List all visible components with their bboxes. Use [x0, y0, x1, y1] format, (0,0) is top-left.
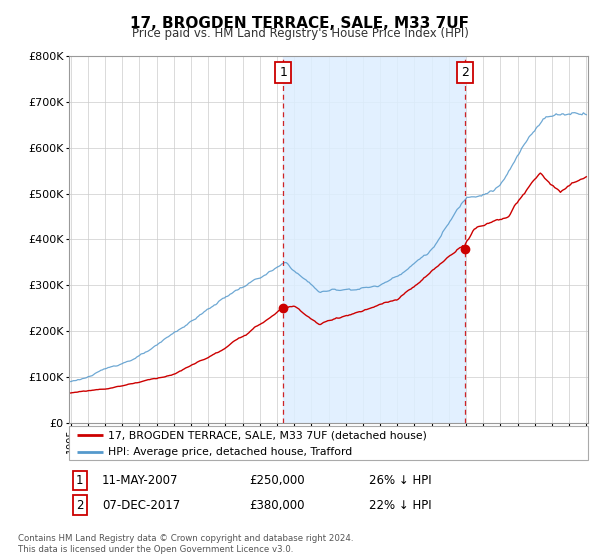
Text: Contains HM Land Registry data © Crown copyright and database right 2024.: Contains HM Land Registry data © Crown c…: [18, 534, 353, 543]
Text: 1: 1: [76, 474, 83, 487]
Text: 11-MAY-2007: 11-MAY-2007: [102, 474, 179, 487]
FancyBboxPatch shape: [69, 426, 588, 460]
Text: 07-DEC-2017: 07-DEC-2017: [102, 498, 180, 512]
Text: 22% ↓ HPI: 22% ↓ HPI: [369, 498, 431, 512]
Text: 26% ↓ HPI: 26% ↓ HPI: [369, 474, 431, 487]
Text: 17, BROGDEN TERRACE, SALE, M33 7UF: 17, BROGDEN TERRACE, SALE, M33 7UF: [131, 16, 470, 31]
Text: HPI: Average price, detached house, Trafford: HPI: Average price, detached house, Traf…: [108, 447, 352, 456]
Text: Price paid vs. HM Land Registry's House Price Index (HPI): Price paid vs. HM Land Registry's House …: [131, 27, 469, 40]
Text: This data is licensed under the Open Government Licence v3.0.: This data is licensed under the Open Gov…: [18, 545, 293, 554]
Text: 17, BROGDEN TERRACE, SALE, M33 7UF (detached house): 17, BROGDEN TERRACE, SALE, M33 7UF (deta…: [108, 430, 427, 440]
Text: 2: 2: [76, 498, 83, 512]
Bar: [283, 56, 464, 423]
Text: £380,000: £380,000: [249, 498, 305, 512]
Text: 2: 2: [461, 66, 469, 79]
Text: 1: 1: [279, 66, 287, 79]
Text: £250,000: £250,000: [249, 474, 305, 487]
